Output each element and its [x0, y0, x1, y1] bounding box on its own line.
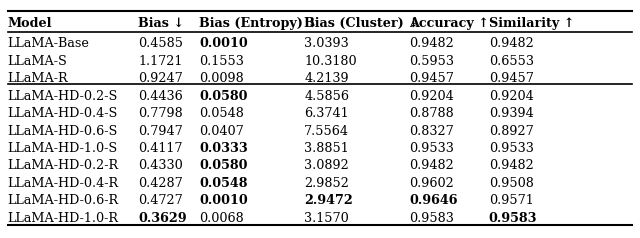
Text: 3.0393: 3.0393 [304, 37, 349, 50]
Text: 0.4727: 0.4727 [138, 194, 183, 207]
Text: 0.7947: 0.7947 [138, 124, 183, 138]
Text: 0.0580: 0.0580 [199, 90, 248, 103]
Text: 0.9646: 0.9646 [409, 194, 458, 207]
Text: LLaMA-HD-1.0-S: LLaMA-HD-1.0-S [8, 142, 118, 155]
Text: LLaMA-HD-0.6-R: LLaMA-HD-0.6-R [8, 194, 119, 207]
Text: 0.8927: 0.8927 [489, 124, 534, 138]
Text: 0.4585: 0.4585 [138, 37, 184, 50]
Text: 0.9482: 0.9482 [409, 159, 454, 172]
Text: 2.9472: 2.9472 [304, 194, 353, 207]
Text: Accuracy ↑: Accuracy ↑ [409, 17, 489, 30]
Text: 10.3180: 10.3180 [304, 55, 356, 68]
Text: 0.8327: 0.8327 [409, 124, 454, 138]
Text: 0.0010: 0.0010 [199, 37, 248, 50]
Text: 0.9508: 0.9508 [489, 177, 534, 190]
Text: LLaMA-R: LLaMA-R [8, 72, 68, 85]
Text: 0.9482: 0.9482 [409, 37, 454, 50]
Text: 0.9571: 0.9571 [489, 194, 534, 207]
Text: 1.1721: 1.1721 [138, 55, 183, 68]
Text: 0.8788: 0.8788 [409, 107, 454, 120]
Text: 0.0548: 0.0548 [199, 177, 248, 190]
Text: LLaMA-HD-0.4-S: LLaMA-HD-0.4-S [8, 107, 118, 120]
Text: 0.9533: 0.9533 [489, 142, 534, 155]
Text: 0.6553: 0.6553 [489, 55, 534, 68]
Text: 0.9602: 0.9602 [409, 177, 454, 190]
Text: 0.9583: 0.9583 [409, 212, 454, 225]
Text: LLaMA-HD-0.6-S: LLaMA-HD-0.6-S [8, 124, 118, 138]
Text: 0.0407: 0.0407 [199, 124, 244, 138]
Text: LLaMA-HD-0.2-S: LLaMA-HD-0.2-S [8, 90, 118, 103]
Text: 0.5953: 0.5953 [409, 55, 454, 68]
Text: Bias (Entropy) ↓: Bias (Entropy) ↓ [199, 17, 318, 30]
Text: 0.9247: 0.9247 [138, 72, 183, 85]
Text: Model: Model [8, 17, 52, 30]
Text: 3.1570: 3.1570 [304, 212, 349, 225]
Text: 0.9482: 0.9482 [489, 37, 534, 50]
Text: 0.4287: 0.4287 [138, 177, 183, 190]
Text: LLaMA-Base: LLaMA-Base [8, 37, 90, 50]
Text: 3.8851: 3.8851 [304, 142, 349, 155]
Text: 0.4330: 0.4330 [138, 159, 183, 172]
Text: 6.3741: 6.3741 [304, 107, 349, 120]
Text: 0.0098: 0.0098 [199, 72, 244, 85]
Text: 0.9482: 0.9482 [489, 159, 534, 172]
Text: 0.7798: 0.7798 [138, 107, 183, 120]
Text: LLaMA-HD-0.2-R: LLaMA-HD-0.2-R [8, 159, 119, 172]
Text: 0.4436: 0.4436 [138, 90, 183, 103]
Text: 0.9533: 0.9533 [409, 142, 454, 155]
Text: 4.5856: 4.5856 [304, 90, 349, 103]
Text: 0.9457: 0.9457 [489, 72, 534, 85]
Text: LLaMA-HD-0.4-R: LLaMA-HD-0.4-R [8, 177, 119, 190]
Text: 0.9204: 0.9204 [489, 90, 534, 103]
Text: Similarity ↑: Similarity ↑ [489, 17, 574, 30]
Text: 0.4117: 0.4117 [138, 142, 183, 155]
Text: LLaMA-S: LLaMA-S [8, 55, 67, 68]
Text: 0.0068: 0.0068 [199, 212, 244, 225]
Text: 0.9583: 0.9583 [489, 212, 538, 225]
Text: 0.0580: 0.0580 [199, 159, 248, 172]
Text: 4.2139: 4.2139 [304, 72, 349, 85]
Text: 0.0548: 0.0548 [199, 107, 244, 120]
Text: 7.5564: 7.5564 [304, 124, 349, 138]
Text: 0.9204: 0.9204 [409, 90, 454, 103]
Text: 0.9394: 0.9394 [489, 107, 534, 120]
Text: 0.1553: 0.1553 [199, 55, 244, 68]
Text: LLaMA-HD-1.0-R: LLaMA-HD-1.0-R [8, 212, 119, 225]
Text: Bias ↓: Bias ↓ [138, 17, 184, 30]
Text: 0.0010: 0.0010 [199, 194, 248, 207]
Text: 3.0892: 3.0892 [304, 159, 349, 172]
Text: 2.9852: 2.9852 [304, 177, 349, 190]
Text: 0.3629: 0.3629 [138, 212, 187, 225]
Text: Bias (Cluster) ↓: Bias (Cluster) ↓ [304, 17, 419, 30]
Text: 0.9457: 0.9457 [409, 72, 454, 85]
Text: 0.0333: 0.0333 [199, 142, 248, 155]
